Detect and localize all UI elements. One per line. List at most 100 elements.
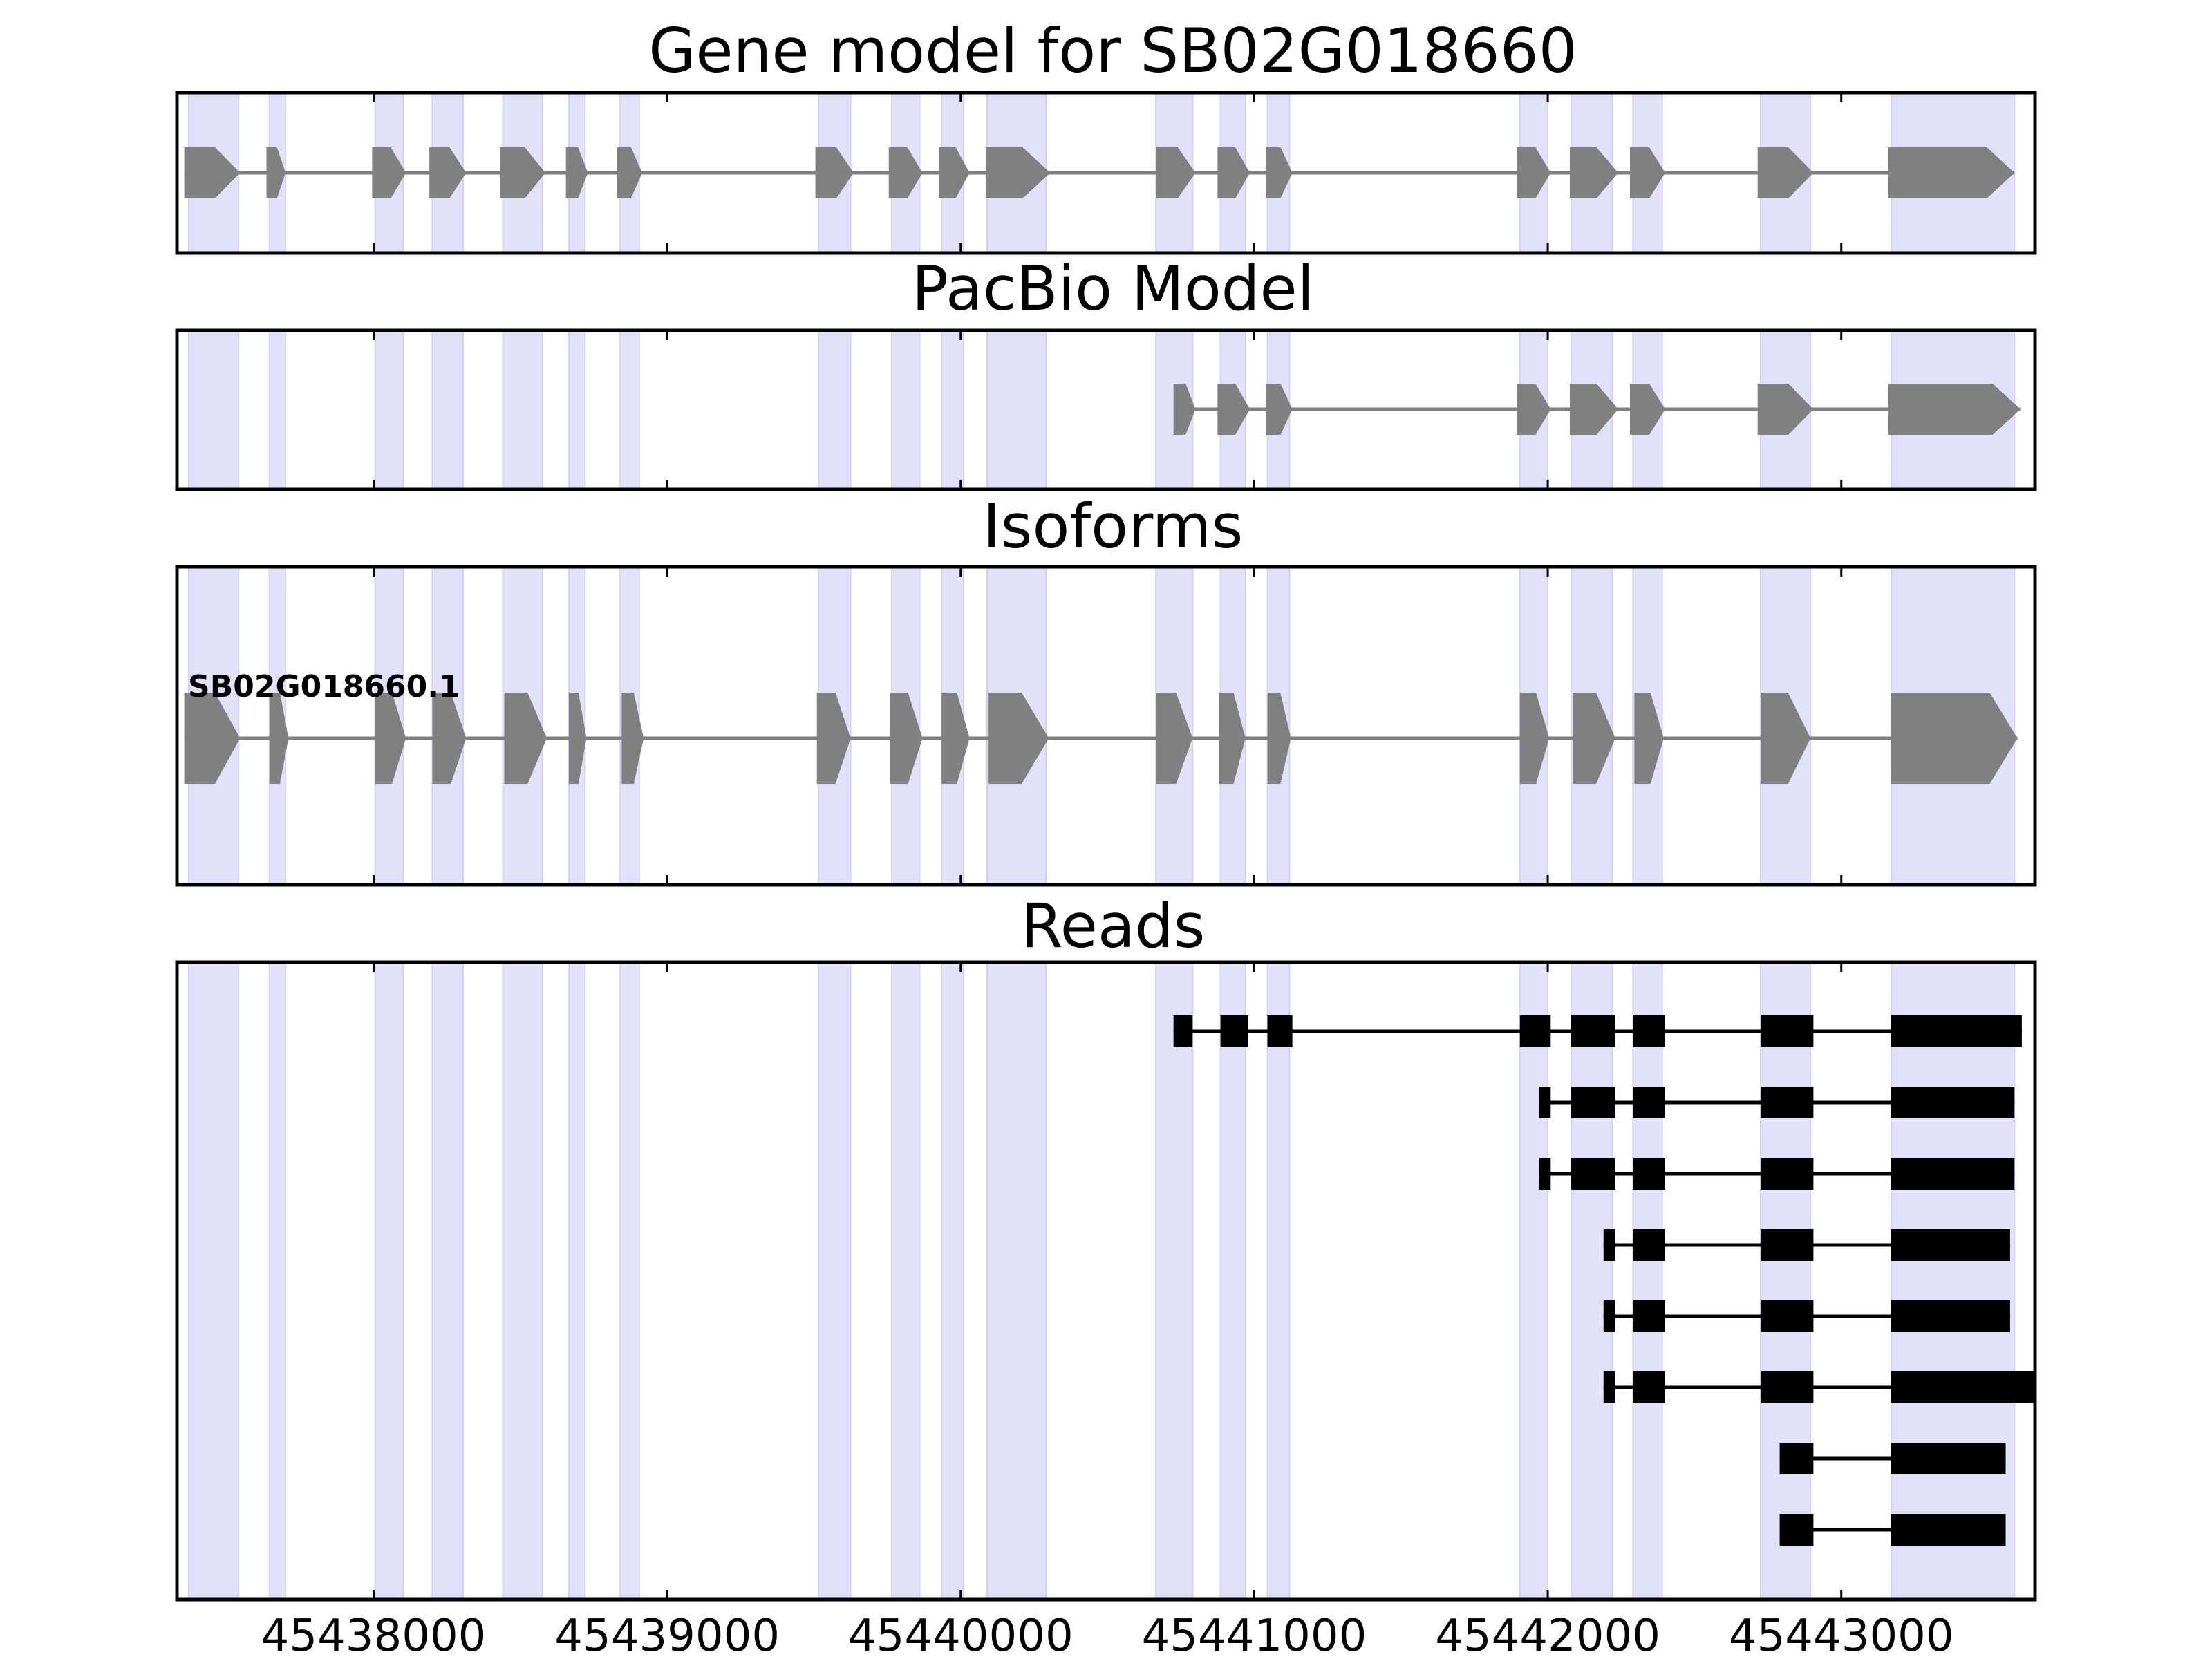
- exon-band: [1155, 962, 1194, 1600]
- pacbio-panel-title: PacBio Model: [912, 253, 1314, 324]
- read-exon: [1633, 1371, 1665, 1403]
- read-exon: [1779, 1443, 1814, 1474]
- exon-band: [1759, 962, 1812, 1600]
- gene-model-exon: [815, 147, 854, 198]
- x-tick-label: 45440000: [848, 1611, 1074, 1659]
- exon-band: [1219, 962, 1246, 1600]
- isoform-exon: [1760, 693, 1811, 784]
- panel-frame: [175, 91, 2037, 255]
- read-exon: [1519, 1015, 1551, 1047]
- read-exon: [1760, 1300, 1814, 1332]
- exon-band: [941, 962, 965, 1600]
- exon-band: [1632, 962, 1663, 1600]
- x-tick-label: 45441000: [1142, 1611, 1367, 1659]
- exon-band: [891, 962, 921, 1600]
- read-exon: [1891, 1300, 2010, 1332]
- exon-band: [568, 330, 586, 490]
- exon-band: [187, 330, 240, 490]
- isoform-exon: [941, 693, 970, 784]
- read-exon: [1891, 1229, 2010, 1261]
- isoform-exon: [1267, 693, 1291, 784]
- gene-model-exon: [1517, 147, 1551, 198]
- pacbio-exon: [1217, 384, 1250, 435]
- gene-model-exon: [1569, 147, 1619, 198]
- exon-band: [817, 330, 852, 490]
- exon-band: [268, 330, 287, 490]
- isoform-exon: [621, 693, 644, 784]
- exon-band: [187, 962, 240, 1600]
- read-exon: [1539, 1087, 1551, 1118]
- exon-band: [986, 962, 1047, 1600]
- gene-model-exon: [429, 147, 467, 198]
- gene-model-exon: [1156, 147, 1196, 198]
- isoform-exon: [1573, 693, 1615, 784]
- exon-band: [502, 962, 543, 1600]
- read-exon: [1571, 1015, 1615, 1047]
- gene-model-exon: [888, 147, 923, 198]
- isoform-exon: [504, 693, 547, 784]
- x-tick-label: 45438000: [261, 1611, 487, 1659]
- isoform-exon: [988, 693, 1049, 784]
- read-exon: [1603, 1229, 1615, 1261]
- pacbio-exon: [1629, 384, 1665, 435]
- gene-model-exon: [1217, 147, 1250, 198]
- exon-band: [431, 330, 465, 490]
- gene-model-exon: [1629, 147, 1665, 198]
- isoform-exon: [568, 693, 587, 784]
- read-exon: [1539, 1158, 1551, 1190]
- exon-band: [619, 330, 640, 490]
- pacbio-exon: [1888, 384, 2021, 435]
- read-exon: [1891, 1015, 2022, 1047]
- exon-band: [374, 962, 404, 1600]
- exon-band: [619, 962, 640, 1600]
- exon-band: [941, 330, 965, 490]
- isoform-exon: [1519, 693, 1550, 784]
- pacbio-exon: [1517, 384, 1551, 435]
- exon-band: [374, 330, 404, 490]
- read-exon: [1891, 1158, 2015, 1190]
- gene-model-exon: [1266, 147, 1293, 198]
- read-exon: [1633, 1300, 1665, 1332]
- isoform-exon: [816, 693, 851, 784]
- x-tick-label: 45442000: [1435, 1611, 1660, 1659]
- x-tick-label: 45443000: [1729, 1611, 1954, 1659]
- isoform-exon: [1219, 693, 1246, 784]
- exon-band: [986, 330, 1047, 490]
- pacbio-panel: [175, 328, 2037, 491]
- gene-model-panel: [175, 91, 2037, 255]
- reads-panel-title: Reads: [1021, 890, 1206, 962]
- isoform-label: SB02G018660.1: [188, 669, 460, 704]
- gene-model-exon: [372, 147, 406, 198]
- gene-model-exon: [1757, 147, 1814, 198]
- exon-band: [568, 962, 586, 1600]
- isoform-exon: [269, 693, 289, 784]
- read-exon: [1173, 1015, 1193, 1047]
- isoforms-panel-title: Isoforms: [983, 491, 1244, 562]
- read-exon: [1760, 1087, 1814, 1118]
- read-exon: [1891, 1443, 2006, 1474]
- exon-band: [891, 330, 921, 490]
- gene-model-panel-title: Gene model for SB02G018660: [648, 15, 1577, 86]
- read-exon: [1633, 1015, 1665, 1047]
- exon-band: [1519, 962, 1549, 1600]
- read-exon: [1603, 1371, 1615, 1403]
- isoform-exon: [184, 693, 241, 784]
- gene-model-exon: [938, 147, 970, 198]
- read-exon: [1603, 1300, 1615, 1332]
- read-exon: [1760, 1371, 1814, 1403]
- read-exon: [1633, 1229, 1665, 1261]
- read-exon: [1779, 1514, 1814, 1546]
- pacbio-exon: [1757, 384, 1814, 435]
- exon-band: [1266, 962, 1291, 1600]
- reads-panel: [175, 960, 2037, 1602]
- read-exon: [1633, 1087, 1665, 1118]
- exon-band: [1571, 962, 1613, 1600]
- gene-model-exon: [1888, 147, 2015, 198]
- read-exon: [1571, 1087, 1615, 1118]
- exon-band: [1890, 962, 2016, 1600]
- pacbio-exon: [1266, 384, 1293, 435]
- pacbio-exon: [1569, 384, 1619, 435]
- read-exon: [1571, 1158, 1615, 1190]
- isoform-exon: [1891, 693, 2018, 784]
